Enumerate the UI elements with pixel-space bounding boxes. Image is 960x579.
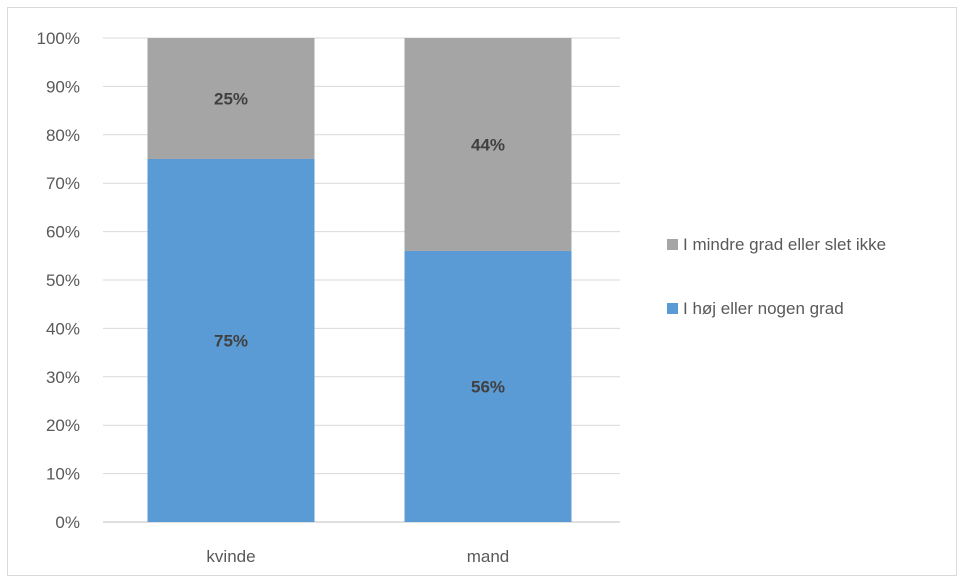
bars	[147, 38, 572, 522]
x-axis-tick-labels: kvinde mand	[206, 547, 509, 566]
y-tick-label: 20%	[46, 416, 80, 435]
y-axis-tick-labels: 0% 10% 20% 30% 40% 50% 60% 70% 80% 90% 100%	[37, 29, 80, 532]
data-label: 44%	[471, 135, 505, 154]
x-tick-label-kvinde: kvinde	[206, 547, 255, 566]
bar-segment-kvinde-high[interactable]	[147, 159, 315, 522]
legend-swatch	[667, 239, 678, 250]
data-labels: 75% 25% 56% 44%	[214, 90, 505, 397]
legend-item-high[interactable]: I høj eller nogen grad	[667, 299, 844, 318]
legend-item-low[interactable]: I mindre grad eller slet ikke	[667, 235, 886, 254]
bar-segment-mand-high[interactable]	[404, 250, 572, 522]
y-tick-label: 90%	[46, 77, 80, 96]
y-tick-label: 0%	[55, 513, 80, 532]
y-tick-label: 60%	[46, 223, 80, 242]
legend-label: I høj eller nogen grad	[683, 299, 844, 318]
bar-segment-kvinde-low[interactable]	[147, 38, 315, 159]
legend-swatch	[667, 303, 678, 314]
data-label: 75%	[214, 332, 248, 351]
y-tick-label: 80%	[46, 126, 80, 145]
y-tick-label: 40%	[46, 319, 80, 338]
legend[interactable]: I mindre grad eller slet ikke I høj eller…	[667, 235, 886, 318]
data-label: 25%	[214, 90, 248, 109]
y-tick-label: 70%	[46, 174, 80, 193]
x-tick-label-mand: mand	[467, 547, 510, 566]
y-tick-label: 100%	[37, 29, 80, 48]
bar-segment-mand-low[interactable]	[404, 38, 572, 251]
data-label: 56%	[471, 377, 505, 396]
legend-label: I mindre grad eller slet ikke	[683, 235, 886, 254]
y-tick-label: 30%	[46, 368, 80, 387]
y-tick-label: 10%	[46, 465, 80, 484]
y-tick-label: 50%	[46, 271, 80, 290]
